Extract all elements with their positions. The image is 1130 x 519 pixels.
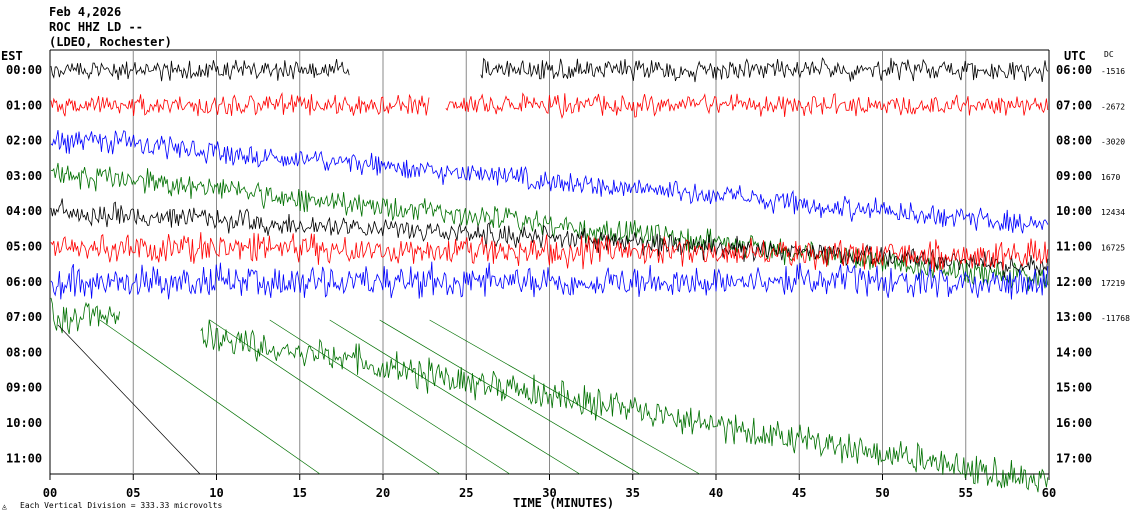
x-tick-label: 00 [43, 486, 57, 500]
x-tick-label: 55 [959, 486, 973, 500]
dc-offset-value: -3020 [1101, 138, 1125, 147]
x-tick-labels: 00 05 10 15 20 25 30 35 40 45 50 55 60 [43, 486, 1056, 500]
est-hour-label: 01:00 [6, 98, 42, 112]
x-tick-label: 40 [709, 486, 723, 500]
left-zone-label: EST [1, 49, 23, 63]
est-hour-label: 09:00 [6, 381, 42, 395]
plot-grid [49, 49, 1050, 480]
trace-row-0600 [50, 261, 1049, 300]
x-tick-label: 50 [875, 486, 889, 500]
utc-hour-label: 16:00 [1056, 416, 1092, 430]
utc-hour-label: 12:00 [1056, 275, 1092, 289]
dc-offset-value: 1670 [1101, 173, 1120, 182]
utc-hour-label: 11:00 [1056, 240, 1092, 254]
dc-offset-value: 16725 [1101, 244, 1125, 253]
trace-row-0200 [50, 130, 1049, 234]
trace-tail-line [209, 319, 441, 475]
trace-row-0000 [50, 57, 1049, 83]
utc-hour-label: 17:00 [1056, 451, 1092, 465]
dc-offset-value: 17219 [1101, 279, 1125, 288]
utc-hour-label: 07:00 [1056, 98, 1092, 112]
utc-hour-label: 08:00 [1056, 134, 1092, 148]
x-axis-title: TIME (MINUTES) [513, 496, 614, 510]
dc-column-label: DC [1104, 50, 1114, 59]
est-hour-label: 03:00 [6, 169, 42, 183]
x-tick-label: 60 [1042, 486, 1056, 500]
trace-row-0400 [50, 198, 1049, 278]
est-hour-label: 04:00 [6, 204, 42, 218]
dc-offset-value: -2672 [1101, 102, 1125, 111]
est-hour-label: 11:00 [6, 451, 42, 465]
x-tick-label: 05 [126, 486, 140, 500]
scale-note: Each Vertical Division = 333.33 microvol… [20, 501, 222, 510]
utc-hour-label: 13:00 [1056, 310, 1092, 324]
est-hour-label: 02:00 [6, 134, 42, 148]
trace-row-0700 [50, 297, 1049, 493]
est-hour-label: 06:00 [6, 275, 42, 289]
header-location: (LDEO, Rochester) [49, 35, 172, 49]
x-tick-label: 15 [293, 486, 307, 500]
utc-hour-label: 06:00 [1056, 63, 1092, 77]
header-date: Feb 4,2026 [49, 5, 121, 19]
right-zone-label: UTC [1064, 49, 1086, 63]
trace-tail-line [379, 319, 640, 475]
trace-tail-line [99, 319, 321, 475]
x-tick-label: 45 [792, 486, 806, 500]
est-hour-label: 05:00 [6, 240, 42, 254]
header-station: ROC HHZ LD -- [49, 20, 143, 34]
x-tick-label: 20 [376, 486, 390, 500]
est-hour-label: 08:00 [6, 345, 42, 359]
trace-tail-line [429, 319, 700, 475]
utc-hour-label: 09:00 [1056, 169, 1092, 183]
trace-tail-line [57, 324, 201, 475]
trace-tail-line [329, 319, 580, 475]
x-tick-label: 30 [542, 486, 556, 500]
dc-offset-value: -1176888 [1101, 314, 1130, 323]
dc-offset-value: -1516 [1101, 67, 1125, 76]
est-hour-label: 10:00 [6, 416, 42, 430]
trace-tail-line [269, 319, 510, 475]
row-labels: 00:00 06:00 -1516 01:00 07:00 -2672 02:00 08:00… [6, 63, 1130, 465]
x-tick-label: 10 [209, 486, 223, 500]
trace-row-0500 [50, 232, 1049, 273]
x-tick-label: 35 [626, 486, 640, 500]
seismogram-traces [50, 57, 1049, 493]
dc-offset-value: 12434 [1101, 208, 1125, 217]
utc-hour-label: 15:00 [1056, 381, 1092, 395]
est-hour-label: 00:00 [6, 63, 42, 77]
corner-mark: ◬ [2, 502, 7, 511]
utc-hour-label: 10:00 [1056, 204, 1092, 218]
trace-row-0100 [50, 92, 1049, 120]
x-tick-label: 25 [459, 486, 473, 500]
est-hour-label: 07:00 [6, 310, 42, 324]
utc-hour-label: 14:00 [1056, 345, 1092, 359]
